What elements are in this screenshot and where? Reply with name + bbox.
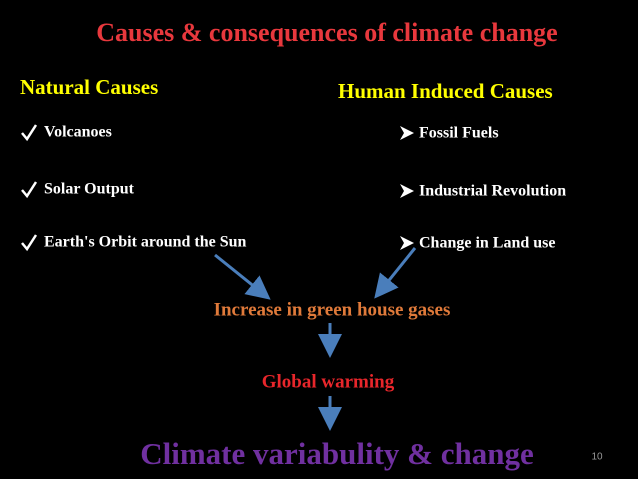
arrow-bullet xyxy=(400,126,414,140)
slide-title: Causes & consequences of climate change xyxy=(96,18,557,47)
human-item: Industrial Revolution xyxy=(419,183,566,200)
human-list: Fossil Fuels Industrial Revolution Chang… xyxy=(400,125,566,252)
arrow-bullet xyxy=(400,236,414,250)
check-icon xyxy=(21,124,38,142)
arrow-bullet xyxy=(400,184,414,198)
natural-item: Solar Output xyxy=(44,181,135,198)
check-icon xyxy=(21,181,38,199)
human-item: Change in Land use xyxy=(419,235,556,252)
flow-step: Increase in green house gases xyxy=(214,299,451,320)
human-item: Fossil Fuels xyxy=(419,125,499,142)
natural-item: Volcanoes xyxy=(44,124,112,141)
flow-result: Climate variabulity & change xyxy=(140,436,534,471)
page-number: 10 xyxy=(591,452,603,463)
flow-step: Global warming xyxy=(262,371,395,392)
arrow xyxy=(214,253,271,300)
natural-list: Volcanoes Solar Output Earth's Orbit aro… xyxy=(21,124,247,252)
check-icon xyxy=(21,234,38,252)
natural-heading: Natural Causes xyxy=(20,75,158,99)
human-heading: Human Induced Causes xyxy=(338,79,553,103)
natural-item: Earth's Orbit around the Sun xyxy=(44,234,247,251)
arrow xyxy=(374,247,417,299)
